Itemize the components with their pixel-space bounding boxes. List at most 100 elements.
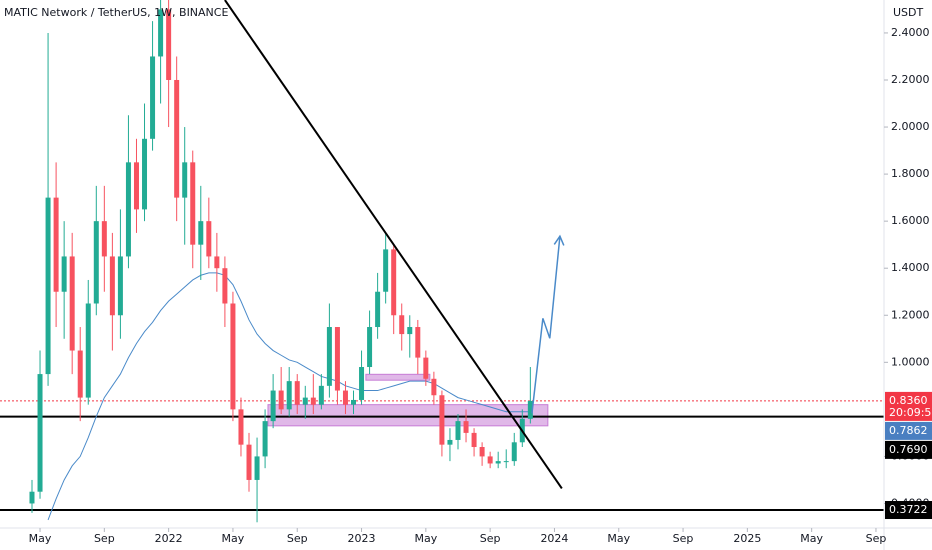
candle-body [77,350,83,398]
candle-body [431,378,437,396]
candle-body [326,327,332,386]
projection-arrowhead [553,234,565,246]
y-tick-label: 1.2000 [891,308,930,321]
candle-body [166,9,172,80]
candle-body [182,162,188,198]
x-tick-label: Sep [480,532,501,545]
chart-title: MATIC Network / TetherUS, 1W, BINANCE [4,6,228,19]
candle-body [93,221,99,304]
candle-body [487,456,493,464]
candle-body [359,367,365,400]
candle-body [318,385,324,405]
price-label-box [885,501,932,520]
candle-body [37,374,43,492]
candle-body [69,256,75,351]
moving-average [47,272,531,521]
candle-body [503,461,509,463]
x-tick-label: May [414,532,437,545]
price-label-box [885,391,932,421]
x-tick-label: Sep [94,532,115,545]
candle-body [270,390,276,422]
candle-body [230,303,236,410]
price-label: 0.3722 [889,503,928,516]
y-tick-label: 1.4000 [891,261,930,274]
candle-body [310,397,316,405]
candle-body [415,327,421,358]
candle-body [158,9,164,57]
y-tick-label: 2.4000 [891,26,930,39]
axes: May Sep 2022 May Sep 2023 May Sep 2024 May Sep 2025… [29,26,932,545]
candle-body [367,327,373,368]
candle-body [101,221,107,257]
candle-body [375,291,381,328]
candle-body [447,439,453,445]
candle-body [238,409,244,445]
candle-body [53,197,59,292]
candle-body [174,79,180,198]
candle-body [125,162,131,257]
y-tick-label: 2.0000 [891,120,930,133]
support-zone [365,373,431,381]
price-label: 0.7862 [889,424,928,437]
y-tick-label: 2.2000 [891,73,930,86]
x-tick-label: 2024 [540,532,568,545]
candle-body [214,256,220,269]
candle-body [302,397,308,405]
candle-body [334,327,340,391]
candle-body [423,357,429,379]
candle-body [407,327,413,335]
x-tick-label: May [607,532,630,545]
price-label: 0.7690 [889,443,928,456]
candle-body [246,444,252,480]
x-tick-label: 2023 [348,532,376,545]
candle-body [222,268,228,304]
candle-body [142,138,148,210]
candle-body [29,491,35,504]
candle-body [527,400,533,419]
candle-body [190,162,196,245]
candle-body [198,221,204,245]
candle-body [254,456,260,480]
candle-body [294,381,300,405]
projection-path [531,236,561,414]
candle-body [383,249,389,292]
trendline [224,0,563,489]
candle-body [463,421,469,433]
y-tick-label: 1.6000 [891,214,930,227]
candle-body [342,390,348,405]
candle-body [351,399,357,405]
candle-body [286,381,292,410]
candle-body [471,432,477,448]
price-label: 0.8360 [889,394,928,407]
candle-body [150,56,156,139]
candle-body [45,197,51,375]
x-tick-label: 2022 [155,532,183,545]
x-tick-label: May [800,532,823,545]
candle-body [479,447,485,457]
x-tick-label: Sep [673,532,694,545]
candle-body [61,256,67,292]
candle-body [206,221,212,257]
x-tick-label: 2025 [733,532,761,545]
support-zone [267,404,549,427]
x-tick-label: May [29,532,52,545]
candle-body [85,303,91,398]
candle-body [495,461,501,464]
price-label-box [885,440,932,459]
candle-body [109,256,115,316]
x-tick-label: Sep [287,532,308,545]
plot-area [0,0,884,523]
candle-body [117,256,123,316]
candle-body [455,421,461,440]
candle-body [511,442,517,462]
candle-body [278,390,284,410]
countdown: 20:09:50 [889,406,932,419]
y-tick-label: 1.8000 [891,167,930,180]
candle-body [439,395,445,445]
y-tick-label: 1.0000 [891,355,930,368]
candle-body [262,421,268,457]
currency-label: USDT [893,6,924,19]
candle-body [399,315,405,335]
